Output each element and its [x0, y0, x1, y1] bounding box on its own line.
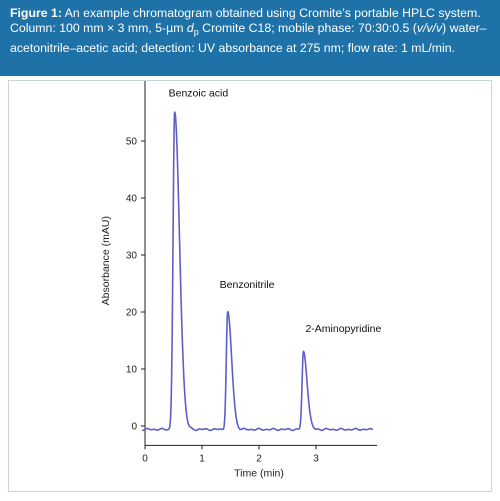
peak-label: Benzonitrile [220, 279, 275, 291]
axes [144, 81, 377, 446]
plot-panel: 0 10 20 30 40 50 0 1 2 3 Benzoic acid Benzonitrile… [8, 80, 492, 492]
y-tick-label: 20 [126, 308, 138, 319]
ticks: 0 10 20 30 40 50 0 1 2 3 [126, 137, 319, 465]
x-tick-label: 2 [256, 453, 262, 464]
y-tick-label: 0 [131, 422, 137, 433]
caption-dp-sub: p [193, 27, 199, 38]
y-tick-label: 10 [126, 365, 138, 376]
caption-vvv: v/v/v [416, 21, 443, 36]
y-tick-label: 50 [126, 137, 138, 148]
x-tick-label: 1 [199, 453, 205, 464]
caption-label: Figure 1: [10, 6, 62, 20]
caption-text-2: Cromite C18; mobile phase: 70:30:0.5 ( [198, 21, 417, 36]
peak-label: 2-Aminopyridine [305, 323, 381, 335]
y-tick-label: 40 [126, 194, 138, 205]
x-tick-label: 0 [142, 453, 148, 464]
caption-dp: d [186, 21, 194, 36]
peak-label: Benzoic acid [169, 88, 229, 100]
x-tick-label: 3 [313, 453, 319, 464]
peak-labels: Benzoic acid Benzonitrile 2-Aminopyridine [169, 88, 382, 335]
y-axis-title: Absorbance (mAU) [100, 216, 112, 305]
y-tick-label: 30 [126, 251, 138, 262]
chromatogram-trace [141, 111, 374, 432]
caption-text-1: An example chromatogram obtained using C… [10, 6, 481, 36]
chromatogram-chart: 0 10 20 30 40 50 0 1 2 3 Benzoic acid Benzonitrile… [100, 81, 382, 479]
caption-text-3: ) water–acetonitrile–acetic acid; detect… [10, 21, 487, 55]
x-axis-title: Time (min) [234, 467, 284, 479]
figure-caption: Figure 1: An example chromatogram obtain… [0, 0, 500, 76]
